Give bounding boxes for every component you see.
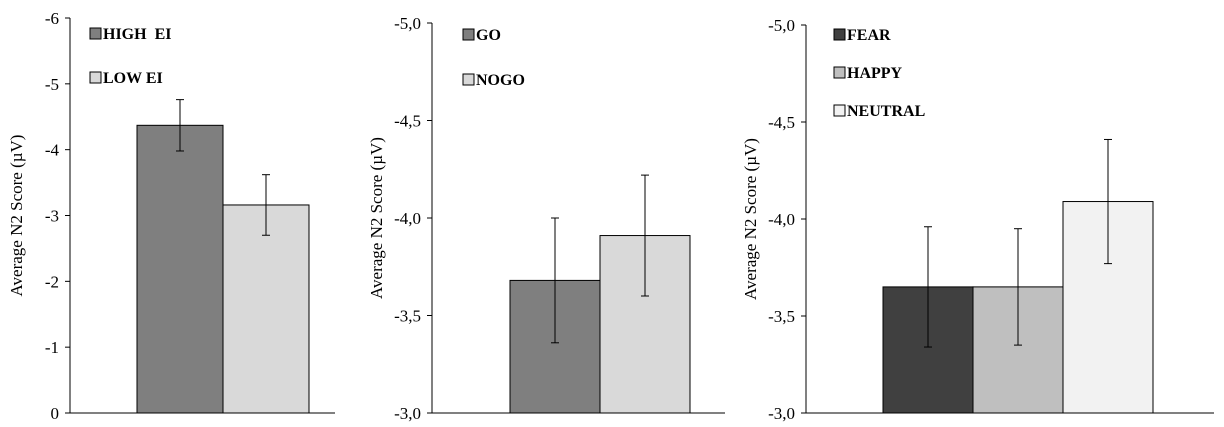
legend-label: GO bbox=[476, 27, 501, 44]
legend-label: NEUTRAL bbox=[847, 103, 925, 120]
legend-swatch bbox=[833, 28, 846, 41]
chart-panel-3: -3,0 -3,5 -4,0 -4,5 -5,0 Average N2 Score (µV… bbox=[741, 16, 1214, 423]
y-tick-label: -2 bbox=[45, 272, 59, 291]
chart-panel-2: -3,0 -3,5 -4,0 -4,5 -5,0 Average N2 Score (µV… bbox=[367, 14, 725, 423]
y-tick-label: -4,0 bbox=[394, 209, 421, 228]
y-axis-title: Average N2 Score (µV) bbox=[741, 138, 760, 300]
y-tick-label: -4 bbox=[45, 141, 60, 160]
legend-label: NOGO bbox=[476, 72, 525, 89]
y-tick-label: -5,0 bbox=[768, 16, 795, 35]
y-tick-label: -6 bbox=[45, 9, 59, 28]
y-axis-title: Average N2 Score (µV) bbox=[367, 137, 386, 299]
legend-swatch bbox=[89, 71, 102, 84]
legend-swatch bbox=[833, 66, 846, 79]
y-tick-label: -1 bbox=[45, 338, 59, 357]
legend-swatch bbox=[462, 28, 475, 41]
y-tick-label: -3,5 bbox=[394, 307, 421, 326]
y-tick-label: -3,0 bbox=[768, 404, 795, 423]
legend-label: HAPPY bbox=[847, 65, 903, 82]
y-tick-label: -4,0 bbox=[768, 210, 795, 229]
bar-low-ei bbox=[222, 204, 310, 414]
legend-label: FEAR bbox=[847, 27, 891, 44]
y-tick-label: -3,5 bbox=[768, 307, 795, 326]
legend-swatch bbox=[462, 73, 475, 86]
legend-swatch bbox=[89, 27, 102, 40]
bar-high-ei bbox=[136, 124, 224, 414]
y-tick-label: -3,0 bbox=[394, 404, 421, 423]
y-tick-label: -4,5 bbox=[394, 112, 421, 131]
y-tick-label: -4,5 bbox=[768, 113, 795, 132]
y-tick-label: -3 bbox=[45, 207, 59, 226]
y-tick-label: -5 bbox=[45, 75, 59, 94]
legend-label: HIGH EI bbox=[103, 26, 171, 43]
y-tick-label: -5,0 bbox=[394, 14, 421, 33]
y-tick-label: 0 bbox=[51, 404, 60, 423]
y-axis-title: Average N2 Score (µV) bbox=[7, 135, 26, 297]
legend-label: LOW EI bbox=[103, 70, 163, 87]
legend-swatch bbox=[833, 104, 846, 117]
chart-panel-1: 0 -1 -2 -3 -4 -5 -6 Average N2 Score (µV) HIGH E… bbox=[7, 9, 335, 423]
